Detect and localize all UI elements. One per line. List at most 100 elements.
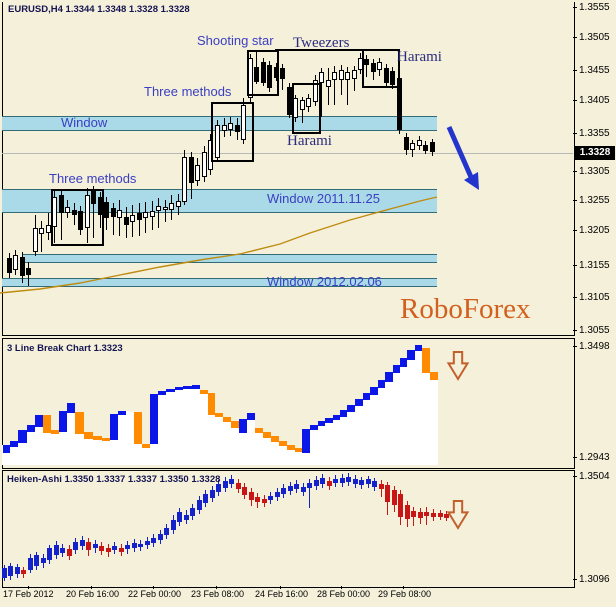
candlestick-wick — [366, 55, 367, 77]
line-break-block — [142, 444, 150, 448]
heiken-ashi-candle — [145, 541, 150, 545]
candlestick — [215, 125, 220, 158]
heiken-ashi-candle — [151, 538, 156, 543]
axis-tick — [573, 330, 577, 331]
heiken-ashi-candle — [119, 548, 124, 552]
line-break-block — [75, 412, 84, 434]
moving-average-line — [0, 196, 438, 294]
candlestick — [319, 72, 324, 83]
line-break-block — [430, 372, 438, 380]
candlestick-wick — [158, 198, 159, 228]
axis-tick — [573, 230, 577, 231]
date-axis-label: 22 Feb 00:00 — [128, 589, 182, 599]
heiken-ashi-candle — [2, 568, 7, 578]
candlestick-wick — [302, 97, 303, 123]
down-arrow-icon — [446, 351, 470, 381]
line-break-block — [340, 410, 347, 417]
axis-tick — [573, 200, 577, 201]
heiken-ashi-candle — [353, 479, 358, 484]
price-axis-label: 1.3155 — [579, 260, 610, 271]
heiken-ashi-candle — [255, 497, 260, 502]
three-methods-lower-label: Three methods — [49, 171, 137, 186]
candlestick — [306, 98, 311, 107]
price-axis-label: 1.3255 — [579, 195, 610, 206]
line-break-panel[interactable] — [2, 338, 575, 469]
candlestick — [332, 72, 337, 80]
candlestick — [124, 217, 129, 225]
heiken-ashi-candle — [418, 512, 423, 518]
line-break-block — [215, 413, 223, 417]
price-axis-label: 1.3355 — [579, 128, 610, 139]
heiken-ashi-candle — [60, 548, 65, 553]
candlestick — [326, 80, 331, 87]
date-axis-label: 28 Feb 00:00 — [317, 589, 371, 599]
line-break-block — [84, 432, 93, 439]
candlestick — [417, 140, 422, 146]
heiken-ashi-candle — [80, 540, 85, 546]
axis-tick — [573, 37, 577, 38]
heiken-ashi-candle — [301, 487, 306, 492]
line-break-block — [400, 358, 407, 367]
window-band — [22, 254, 437, 263]
heiken-ashi-candle — [346, 477, 351, 482]
line-break-block — [3, 445, 10, 453]
heiken-ashi-candle — [93, 544, 98, 548]
candlestick — [111, 208, 116, 217]
heiken-ashi-candle — [223, 481, 228, 488]
price-axis-label: 1.3055 — [579, 325, 610, 336]
axis-tick — [573, 297, 577, 298]
line-break-block — [59, 411, 67, 432]
price-axis-label: 1.3096 — [579, 574, 610, 585]
candlestick — [254, 67, 259, 82]
date-axis-tick — [403, 586, 404, 589]
date-axis-tick — [153, 586, 154, 589]
candlestick — [195, 165, 200, 181]
heiken-ashi-candle — [67, 549, 72, 556]
heiken-ashi-candle — [8, 566, 13, 576]
heiken-ashi-candle — [216, 484, 221, 492]
heiken-ashi-candle — [34, 555, 39, 566]
heiken-ashi-candle-wick — [309, 479, 310, 508]
candlestick — [20, 257, 25, 276]
candlestick — [182, 157, 187, 202]
candlestick — [78, 211, 83, 230]
candlestick-wick — [61, 190, 62, 240]
heiken-ashi-candle — [268, 496, 273, 500]
tweezers-connector-line — [275, 49, 362, 51]
price-axis-label: 1.3305 — [579, 166, 610, 177]
line-break-block — [370, 387, 378, 395]
candlestick — [410, 143, 415, 150]
heiken-ashi-candle — [320, 478, 325, 484]
date-axis-tick — [91, 586, 92, 589]
line-break-block — [378, 380, 385, 388]
heiken-ashi-candle — [288, 486, 293, 491]
candlestick — [404, 137, 409, 150]
line-break-block — [43, 415, 51, 433]
candlestick — [13, 255, 18, 270]
candlestick — [313, 80, 318, 102]
candlestick — [39, 228, 44, 234]
shooting-star-label: Shooting star — [197, 33, 274, 48]
heiken-ashi-candle — [249, 492, 254, 500]
date-axis-label: 20 Feb 16:00 — [66, 589, 120, 599]
heiken-ashi-candle-wick — [426, 507, 427, 525]
candlestick — [85, 195, 90, 228]
candlestick — [26, 268, 31, 275]
main-chart-panel[interactable] — [2, 2, 575, 336]
line-break-block — [27, 425, 35, 432]
candlestick-wick — [334, 66, 335, 105]
window-band — [2, 278, 437, 287]
candlestick — [65, 207, 70, 213]
heiken-ashi-candle — [392, 490, 397, 505]
heiken-ashi-candle — [21, 570, 26, 574]
line-break-block — [302, 429, 310, 453]
heiken-ashi-candle — [294, 484, 299, 489]
candlestick — [384, 68, 389, 83]
heiken-ashi-candle — [333, 479, 338, 483]
price-axis-label: 1.3504 — [579, 471, 610, 482]
heiken-ashi-candle — [203, 494, 208, 503]
heiken-ashi-panel[interactable] — [2, 470, 575, 588]
axis-tick — [573, 70, 577, 71]
line-break-block — [175, 387, 183, 390]
